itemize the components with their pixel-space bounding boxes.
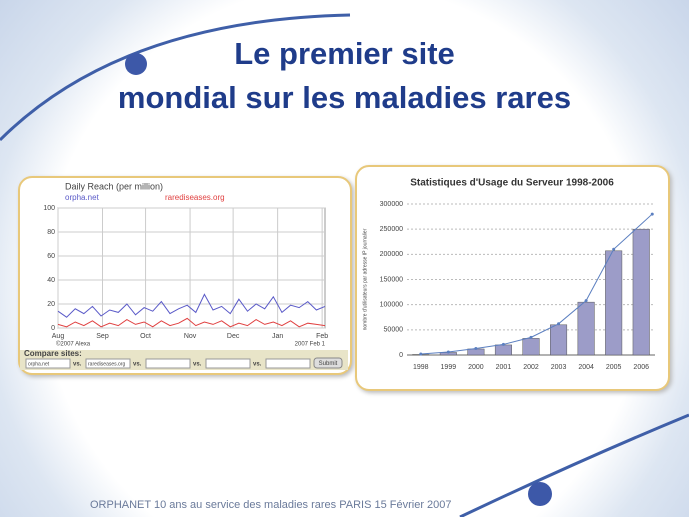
x-tick-label: 1999 — [441, 364, 457, 371]
input-text: orpha.net — [28, 361, 50, 367]
x-tick-label: Aug — [52, 333, 65, 340]
chart: Daily Reach (per million) orpha.net raredi… — [20, 181, 348, 370]
y-axis-label: nombre d'utilisateurs par adresse IP jou… — [362, 228, 368, 330]
y-tick-label: 80 — [47, 229, 55, 236]
trend-point — [446, 350, 450, 354]
line — [57, 293, 326, 318]
vs-label: vs. — [193, 362, 202, 368]
trend-point — [557, 322, 561, 326]
bar — [605, 250, 623, 356]
y-tick-label: 40 — [47, 277, 55, 284]
trend-point — [650, 212, 654, 216]
legend-label: rarediseases.org — [165, 193, 225, 202]
trend-point — [529, 335, 533, 339]
x-tick-label: Feb — [316, 333, 328, 340]
y-tick-label: 100 — [43, 205, 55, 212]
x-tick-label: 1998 — [413, 364, 429, 371]
vs-label: vs. — [73, 362, 82, 368]
y-tick-label: 150000 — [380, 276, 403, 283]
vs-label: vs. — [133, 362, 142, 368]
input — [205, 358, 251, 369]
submit-label: Submit — [319, 361, 338, 367]
y-tick-label: 100000 — [380, 302, 403, 309]
x-tick-label: Dec — [227, 333, 240, 340]
chart-box: Daily Reach (per million) orpha.net raredi… — [18, 176, 352, 375]
chart-box: Statistiques d'Usage du Serveur 1998-200… — [355, 165, 670, 391]
y-tick-label: 50000 — [384, 327, 404, 334]
y-tick-label: 300000 — [380, 201, 403, 208]
trend-point — [501, 342, 505, 346]
bar — [577, 301, 595, 356]
y-tick-label: 0 — [51, 325, 55, 332]
x-tick-label: 2003 — [551, 364, 567, 371]
bar — [494, 344, 512, 356]
trend-point — [584, 299, 588, 303]
input — [25, 358, 71, 369]
x-tick-label: Jan — [272, 333, 283, 340]
submit-button[interactable] — [313, 357, 343, 369]
chart-title: Statistiques d'Usage du Serveur 1998-200… — [410, 178, 614, 189]
input-text: rarediseases.org — [88, 361, 125, 367]
x-tick-label: 2004 — [578, 364, 594, 371]
sphere — [125, 53, 147, 75]
bar — [632, 228, 650, 356]
arc — [459, 413, 689, 517]
note: ©2007 Alexa — [56, 341, 91, 348]
bar — [550, 324, 568, 356]
title-line: mondial sur les maladies rares — [117, 80, 572, 115]
trend-point — [474, 346, 478, 350]
input — [145, 358, 191, 369]
y-tick-label: 250000 — [380, 226, 403, 233]
arc — [0, 13, 351, 142]
trend-point — [419, 352, 423, 356]
x-tick-label: 2000 — [468, 364, 484, 371]
legend-label: orpha.net — [65, 193, 100, 202]
chart-title: Daily Reach (per million) — [65, 181, 163, 191]
x-tick-label: Sep — [96, 333, 109, 340]
x-tick-label: 2002 — [523, 364, 539, 371]
y-tick-label: 60 — [47, 253, 55, 260]
x-tick-label: Nov — [184, 333, 197, 340]
chart: Statistiques d'Usage du Serveur 1998-200… — [362, 178, 655, 371]
vs-label: vs. — [253, 362, 262, 368]
x-tick-label: Oct — [140, 333, 151, 340]
line — [57, 317, 326, 328]
y-tick-label: 200000 — [380, 251, 403, 258]
x-tick-label: 2006 — [633, 364, 649, 371]
sphere — [528, 482, 552, 506]
bar — [522, 338, 540, 356]
input — [85, 358, 131, 369]
y-tick-label: 0 — [399, 352, 403, 359]
trend-point — [612, 247, 616, 251]
title-line: Le premier site — [234, 36, 455, 71]
x-tick-label: 2001 — [496, 364, 512, 371]
x-tick-label: 2005 — [606, 364, 622, 371]
compare-label: Compare sites: — [24, 349, 82, 358]
note: 2007 Feb 1 — [295, 342, 326, 348]
y-tick-label: 20 — [47, 301, 55, 308]
input — [265, 358, 311, 369]
footer: ORPHANET 10 ans au service des maladies … — [90, 499, 452, 511]
